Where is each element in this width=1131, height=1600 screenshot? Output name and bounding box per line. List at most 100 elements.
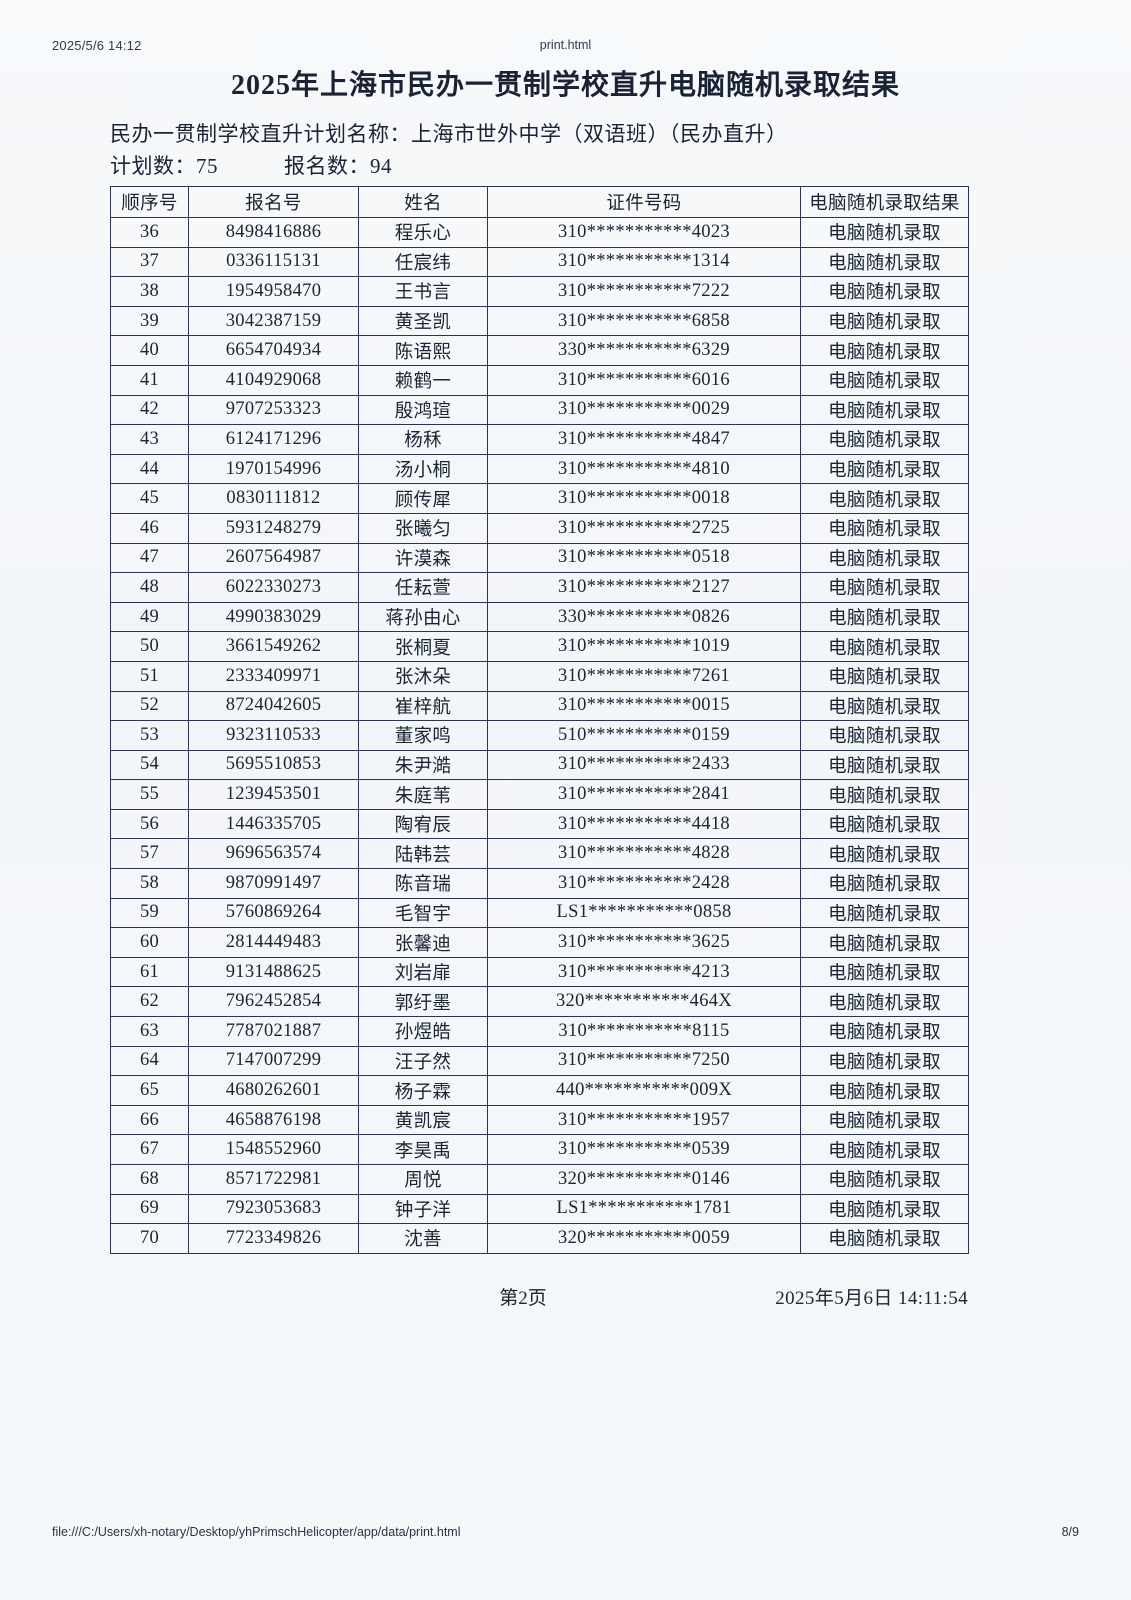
cell-id: 310***********0539 [487,1134,801,1165]
table-row: 58 9870991497 陈音瑞 310***********2428 电脑随机录取 [110,868,969,899]
cell-id: 320***********464X [487,986,801,1018]
cell-id: LS1***********1781 [487,1193,801,1225]
cell-id: 310***********4023 [487,217,801,248]
print-header-date: 2025/5/6 14:12 [52,38,142,53]
cell-name: 陈音瑞 [358,868,488,899]
cell-result: 电脑随机录取 [800,394,969,426]
cell-seq: 59 [110,897,189,929]
table-row: 69 7923053683 钟子洋 LS1***********1781 电脑随机录取 [110,1193,969,1225]
table-row: 50 3661549262 张桐夏 310***********1019 电脑随机录取 [110,631,969,662]
cell-seq: 63 [110,1016,189,1047]
table-row: 62 7962452854 郭纡墨 320***********464X 电脑随机录取 [110,986,969,1018]
cell-reg: 5695510853 [188,749,359,781]
table-row: 52 8724042605 崔梓航 310***********0015 电脑随机录取 [110,690,969,722]
cell-id: 440***********009X [487,1075,801,1106]
cell-reg: 9707253323 [188,394,359,426]
print-footer-page-count: 8/9 [1061,1525,1079,1539]
cell-result: 电脑随机录取 [800,572,969,603]
cell-reg: 4658876198 [188,1104,359,1136]
cell-name: 孙煜皓 [358,1016,488,1047]
cell-seq: 56 [110,808,189,840]
cell-id: 310***********4418 [487,808,801,840]
cell-name: 周悦 [358,1164,488,1195]
cell-reg: 7962452854 [188,986,359,1018]
cell-seq: 60 [110,927,189,958]
cell-result: 电脑随机录取 [800,868,969,899]
table-row: 63 7787021887 孙煜皓 310***********8115 电脑随机录取 [110,1016,969,1047]
cell-id: 310***********0029 [487,394,801,426]
cell-seq: 37 [110,246,189,278]
cell-id: 310***********8115 [487,1016,801,1047]
cell-reg: 3042387159 [188,305,359,337]
cell-reg: 0830111812 [188,483,359,514]
cell-name: 杨子霖 [358,1075,488,1106]
cell-seq: 44 [110,453,189,485]
cell-name: 任宸纬 [358,246,488,278]
cell-result: 电脑随机录取 [800,927,969,958]
cell-result: 电脑随机录取 [800,1075,969,1106]
cell-result: 电脑随机录取 [800,364,969,396]
table-header-row: 顺序号 报名号 姓名 证件号码 电脑随机录取结果 [110,186,969,218]
cell-id: 310***********6016 [487,364,801,396]
cell-name: 钟子洋 [358,1193,488,1225]
print-header-filename: print.html [539,38,592,52]
cell-result: 电脑随机录取 [800,601,969,633]
plan-name-line: 民办一贯制学校直升计划名称：上海市世外中学（双语班）（民办直升） [110,122,788,146]
cell-result: 电脑随机录取 [800,217,969,248]
table-row: 46 5931248279 张曦匀 310***********2725 电脑随机录取 [110,512,969,544]
cell-result: 电脑随机录取 [800,305,969,337]
cell-id: 310***********7261 [487,660,801,692]
cell-id: 310***********2841 [487,779,801,810]
cell-seq: 36 [110,217,189,248]
cell-seq: 61 [110,956,189,988]
page-number: 第2页 [499,1288,547,1309]
cell-result: 电脑随机录取 [800,720,969,751]
cell-reg: 7147007299 [188,1045,359,1077]
cell-name: 程乐心 [358,217,488,248]
cell-name: 任耘萱 [358,572,488,603]
cell-reg: 9696563574 [188,838,359,870]
cell-seq: 58 [110,868,189,899]
cell-reg: 5931248279 [188,512,359,544]
cell-id: 330***********6329 [487,335,801,366]
cell-name: 董家鸣 [358,720,488,751]
print-timestamp: 2025年5月6日 14:11:54 [775,1288,968,1309]
table-row: 36 8498416886 程乐心 310***********4023 电脑随机录取 [110,217,969,248]
cell-name: 陶宥辰 [358,808,488,840]
cell-id: 310***********1957 [487,1104,801,1136]
cell-result: 电脑随机录取 [800,749,969,781]
cell-name: 张曦匀 [358,512,488,544]
cell-seq: 70 [110,1223,189,1254]
cell-name: 顾传犀 [358,483,488,514]
cell-reg: 1954958470 [188,276,359,307]
cell-result: 电脑随机录取 [800,986,969,1018]
table-row: 37 0336115131 任宸纬 310***********1314 电脑随机录取 [110,246,969,278]
cell-id: 310***********2127 [487,572,801,603]
cell-id: 330***********0826 [487,601,801,633]
cell-name: 黄凯宸 [358,1104,488,1136]
cell-reg: 2333409971 [188,660,359,692]
cell-reg: 2607564987 [188,542,359,574]
cell-seq: 68 [110,1164,189,1195]
table-row: 55 1239453501 朱庭苇 310***********2841 电脑随机录取 [110,779,969,810]
cell-result: 电脑随机录取 [800,276,969,307]
cell-seq: 47 [110,542,189,574]
cell-seq: 42 [110,394,189,426]
table-row: 68 8571722981 周悦 320***********0146 电脑随机录取 [110,1164,969,1195]
cell-seq: 52 [110,690,189,722]
cell-id: 310***********0015 [487,690,801,722]
table-row: 39 3042387159 黄圣凯 310***********6858 电脑随机录取 [110,305,969,337]
cell-seq: 53 [110,720,189,751]
browser-print-header: 2025/5/6 14:12 print.html [0,38,1131,56]
cell-name: 张馨迪 [358,927,488,958]
cell-name: 杨秝 [358,424,488,455]
cell-seq: 50 [110,631,189,662]
cell-reg: 6022330273 [188,572,359,603]
cell-name: 张沐朵 [358,660,488,692]
cell-id: 310***********4828 [487,838,801,870]
cell-id: 310***********2428 [487,868,801,899]
cell-name: 蒋孙由心 [358,601,488,633]
table-row: 61 9131488625 刘岩扉 310***********4213 电脑随机录取 [110,956,969,988]
cell-seq: 57 [110,838,189,870]
